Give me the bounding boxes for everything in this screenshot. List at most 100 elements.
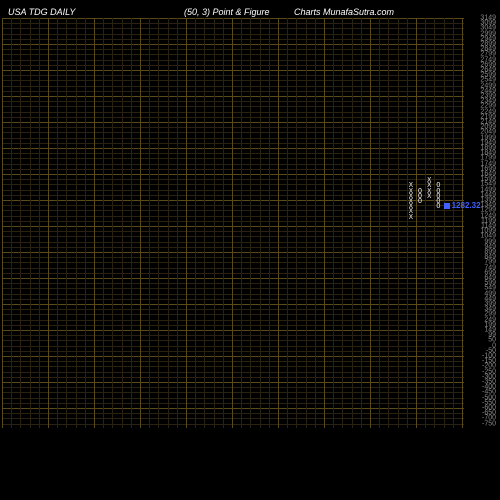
grid-line-horizontal xyxy=(2,231,464,232)
grid-line-vertical xyxy=(462,18,463,428)
grid-line-horizontal xyxy=(2,418,464,419)
grid-line-horizontal xyxy=(2,320,464,321)
grid-line-horizontal xyxy=(2,96,464,97)
grid-line-horizontal xyxy=(2,122,464,123)
grid-line-horizontal xyxy=(2,346,464,347)
grid-line-vertical xyxy=(76,18,77,428)
grid-line-vertical xyxy=(370,18,371,428)
grid-line-horizontal xyxy=(2,158,464,159)
point-figure-chart: XXXXXXXOOOXXXXOOOOO1282.32 xyxy=(2,18,464,428)
chart-title-right: Charts MunafaSutra.com xyxy=(294,7,394,17)
grid-line-vertical xyxy=(103,18,104,428)
grid-line-horizontal xyxy=(2,174,464,175)
grid-line-horizontal xyxy=(2,44,464,45)
grid-line-horizontal xyxy=(2,408,464,409)
grid-line-horizontal xyxy=(2,132,464,133)
grid-line-horizontal xyxy=(2,164,464,165)
grid-line-vertical xyxy=(324,18,325,428)
grid-line-vertical xyxy=(57,18,58,428)
pf-o-mark: O xyxy=(434,203,442,210)
grid-line-vertical xyxy=(296,18,297,428)
grid-line-vertical xyxy=(48,18,49,428)
grid-line-horizontal xyxy=(2,65,464,66)
grid-line-horizontal xyxy=(2,80,464,81)
grid-line-vertical xyxy=(158,18,159,428)
grid-line-horizontal xyxy=(2,236,464,237)
grid-line-vertical xyxy=(232,18,233,428)
grid-line-horizontal xyxy=(2,309,464,310)
grid-line-horizontal xyxy=(2,49,464,50)
grid-line-horizontal xyxy=(2,148,464,149)
grid-line-vertical xyxy=(94,18,95,428)
grid-line-horizontal xyxy=(2,387,464,388)
grid-line-horizontal xyxy=(2,127,464,128)
grid-line-horizontal xyxy=(2,278,464,279)
grid-line-vertical xyxy=(315,18,316,428)
grid-line-horizontal xyxy=(2,54,464,55)
grid-line-horizontal xyxy=(2,392,464,393)
grid-line-vertical xyxy=(39,18,40,428)
grid-line-vertical xyxy=(223,18,224,428)
grid-line-vertical xyxy=(444,18,445,428)
grid-line-horizontal xyxy=(2,340,464,341)
grid-line-vertical xyxy=(140,18,141,428)
grid-line-horizontal xyxy=(2,190,464,191)
grid-line-horizontal xyxy=(2,39,464,40)
grid-line-horizontal xyxy=(2,273,464,274)
grid-line-vertical xyxy=(177,18,178,428)
grid-line-horizontal xyxy=(2,413,464,414)
grid-line-vertical xyxy=(287,18,288,428)
grid-line-horizontal xyxy=(2,75,464,76)
chart-title-center: (50, 3) Point & Figure xyxy=(184,7,270,17)
grid-line-horizontal xyxy=(2,268,464,269)
grid-line-horizontal xyxy=(2,314,464,315)
grid-line-vertical xyxy=(453,18,454,428)
grid-line-horizontal xyxy=(2,179,464,180)
grid-line-horizontal xyxy=(2,169,464,170)
y-axis: 3149309930492999294928992849279927492699… xyxy=(464,18,498,428)
grid-line-vertical xyxy=(352,18,353,428)
grid-line-horizontal xyxy=(2,335,464,336)
grid-line-vertical xyxy=(306,18,307,428)
grid-line-vertical xyxy=(11,18,12,428)
grid-line-horizontal xyxy=(2,424,464,425)
grid-line-horizontal xyxy=(2,106,464,107)
grid-line-vertical xyxy=(342,18,343,428)
grid-line-horizontal xyxy=(2,205,464,206)
grid-line-horizontal xyxy=(2,216,464,217)
grid-line-horizontal xyxy=(2,112,464,113)
grid-line-horizontal xyxy=(2,283,464,284)
chart-header: USA TDG DAILY (50, 3) Point & Figure Cha… xyxy=(4,4,496,20)
grid-line-horizontal xyxy=(2,221,464,222)
grid-line-vertical xyxy=(30,18,31,428)
grid-line-horizontal xyxy=(2,117,464,118)
grid-line-vertical xyxy=(388,18,389,428)
price-marker-box-icon xyxy=(444,203,450,209)
grid-line-horizontal xyxy=(2,257,464,258)
grid-line-vertical xyxy=(398,18,399,428)
grid-line-vertical xyxy=(333,18,334,428)
pf-x-mark: X xyxy=(425,193,433,200)
grid-line-vertical xyxy=(204,18,205,428)
grid-line-vertical xyxy=(416,18,417,428)
grid-line-horizontal xyxy=(2,288,464,289)
grid-line-vertical xyxy=(66,18,67,428)
grid-line-horizontal xyxy=(2,70,464,71)
grid-line-horizontal xyxy=(2,34,464,35)
grid-line-horizontal xyxy=(2,377,464,378)
grid-line-horizontal xyxy=(2,91,464,92)
grid-line-horizontal xyxy=(2,247,464,248)
grid-line-vertical xyxy=(434,18,435,428)
grid-line-horizontal xyxy=(2,398,464,399)
grid-line-horizontal xyxy=(2,195,464,196)
grid-line-horizontal xyxy=(2,101,464,102)
pf-x-mark: X xyxy=(407,214,415,221)
grid-line-horizontal xyxy=(2,184,464,185)
grid-line-horizontal xyxy=(2,210,464,211)
grid-line-vertical xyxy=(20,18,21,428)
grid-line-horizontal xyxy=(2,382,464,383)
grid-line-vertical xyxy=(149,18,150,428)
grid-line-vertical xyxy=(278,18,279,428)
grid-line-horizontal xyxy=(2,372,464,373)
grid-line-vertical xyxy=(195,18,196,428)
